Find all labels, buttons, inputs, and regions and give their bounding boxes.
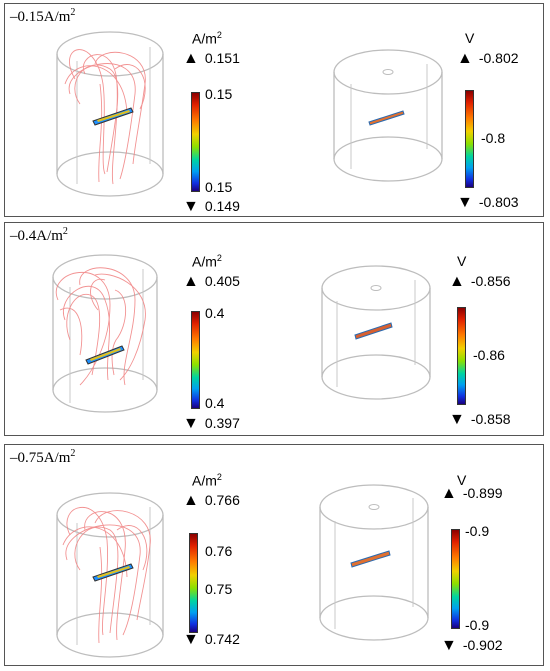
current-colorbar-bottom-tick: 0.15 <box>205 179 233 195</box>
panel-title: –0.15A/m2 <box>10 7 76 25</box>
current-colorbar <box>191 92 200 192</box>
min-triangle-icon: ▼ <box>183 415 199 432</box>
current-min-value: ▼ 0.149 <box>183 198 240 215</box>
potential-min-value: ▼ -0.803 <box>457 194 519 211</box>
current-max-value: ▲ 0.766 <box>183 492 240 509</box>
current-colorbar <box>191 311 200 409</box>
current-unit-label: A/m2 <box>192 472 222 489</box>
cylinder-electrode-potential <box>333 49 443 182</box>
current-colorbar-top-tick: 0.4 <box>205 305 225 321</box>
max-triangle-icon: ▲ <box>457 50 473 67</box>
current-min-value: ▼ 0.742 <box>183 631 240 648</box>
cylinder-electrode-potential <box>319 484 429 641</box>
potential-colorbar-top-tick: -0.9 <box>465 523 490 539</box>
cylinder-streamlines-current-density <box>56 31 164 197</box>
cylinder-electrode-potential <box>321 265 431 400</box>
min-triangle-icon: ▼ <box>449 411 465 428</box>
panel-current-0-4: –0.4A/m2 A/m2 ▲ 0.405 0.4 0.4 ▼ 0.397 <box>4 222 544 436</box>
max-triangle-icon: ▲ <box>449 273 465 290</box>
potential-min-value: ▼ -0.902 <box>441 637 503 654</box>
potential-max-value: ▲ -0.856 <box>449 273 511 290</box>
cylinder-streamlines-current-density <box>56 492 164 658</box>
potential-colorbar <box>457 307 466 405</box>
potential-colorbar-mid-tick: -0.86 <box>473 347 505 363</box>
min-triangle-icon: ▼ <box>183 198 199 215</box>
current-max-value: ▲ 0.151 <box>183 50 240 67</box>
potential-unit-label: V <box>457 253 467 269</box>
potential-colorbar <box>451 529 460 629</box>
current-max-value: ▲ 0.405 <box>183 273 240 290</box>
current-colorbar-bottom-tick: 0.4 <box>205 395 225 411</box>
current-unit-label: A/m2 <box>192 253 222 270</box>
potential-unit-label: V <box>457 472 467 488</box>
panel-title: –0.4A/m2 <box>10 226 68 244</box>
current-min-value: ▼ 0.397 <box>183 415 240 432</box>
potential-unit-label: V <box>465 30 475 46</box>
potential-colorbar-bottom-tick: -0.9 <box>465 617 490 633</box>
current-unit-label: A/m2 <box>192 30 222 47</box>
max-triangle-icon: ▲ <box>183 273 199 290</box>
min-triangle-icon: ▼ <box>183 631 199 648</box>
potential-max-value: ▲ -0.899 <box>441 485 503 502</box>
panel-current-0-75: –0.75A/m2 A/m2 ▲ 0.766 0.76 0.75 ▼ 0.742 <box>4 444 544 666</box>
min-triangle-icon: ▼ <box>441 637 457 654</box>
panel-title: –0.75A/m2 <box>10 448 76 466</box>
current-colorbar <box>189 533 198 633</box>
potential-max-value: ▲ -0.802 <box>457 50 519 67</box>
max-triangle-icon: ▲ <box>183 492 199 509</box>
panel-current-0-15: –0.15A/m2 A/m2 ▲ 0.151 0.15 0.15 ▼ 0.149 <box>4 3 544 217</box>
potential-colorbar <box>465 90 474 188</box>
min-triangle-icon: ▼ <box>457 194 473 211</box>
potential-colorbar-mid-tick: -0.8 <box>481 130 506 146</box>
current-colorbar-top-tick: 0.15 <box>205 86 233 102</box>
max-triangle-icon: ▲ <box>441 485 457 502</box>
max-triangle-icon: ▲ <box>183 50 199 67</box>
cylinder-streamlines-current-density <box>52 254 158 413</box>
current-colorbar-top-tick: 0.76 <box>205 543 233 559</box>
potential-min-value: ▼ -0.858 <box>449 411 511 428</box>
current-colorbar-bottom-tick: 0.75 <box>205 581 233 597</box>
